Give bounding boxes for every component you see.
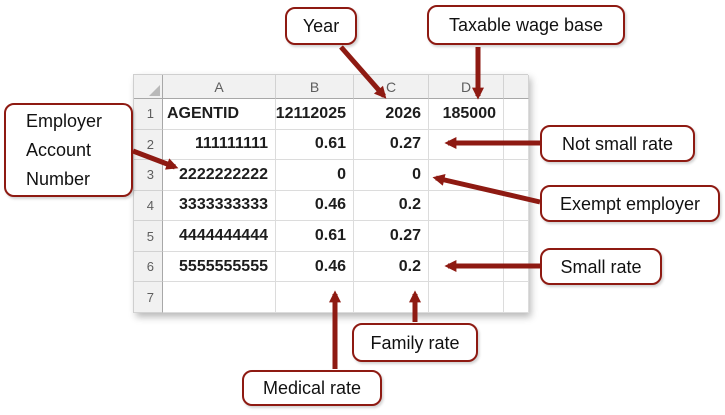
cell-D5[interactable]	[429, 221, 504, 252]
cell-A5[interactable]: 4444444444	[163, 221, 276, 252]
row-header-7[interactable]: 7	[134, 282, 163, 313]
row-header-1[interactable]: 1	[134, 99, 163, 130]
cell-C2[interactable]: 0.27	[354, 129, 429, 161]
cell-C6[interactable]: 0.2	[354, 251, 429, 283]
cell-E4[interactable]	[504, 190, 529, 222]
cell-D1[interactable]: 185000	[429, 99, 504, 130]
cell-B4[interactable]: 0.46	[276, 190, 354, 222]
cell-C3[interactable]: 0	[354, 160, 429, 191]
cell-B6[interactable]: 0.46	[276, 251, 354, 283]
callout-taxable-wage-base: Taxable wage base	[427, 5, 625, 45]
cell-E1[interactable]	[504, 99, 529, 130]
callout-exempt-employer: Exempt employer	[540, 185, 720, 222]
cell-A4[interactable]: 3333333333	[163, 190, 276, 222]
cell-A6[interactable]: 5555555555	[163, 251, 276, 283]
select-all-corner[interactable]	[134, 75, 163, 99]
cell-B1[interactable]: 12112025	[276, 99, 354, 130]
cell-D4[interactable]	[429, 190, 504, 222]
cell-A1[interactable]: AGENTID	[163, 99, 276, 130]
spreadsheet: A B C D 1 AGENTID 12112025 2026 185000 2 111111111…	[133, 74, 529, 313]
cell-E2[interactable]	[504, 129, 529, 161]
cell-D2[interactable]	[429, 129, 504, 161]
callout-employer-account-number: Employer Account Number	[4, 103, 133, 197]
row-header-5[interactable]: 5	[134, 221, 163, 252]
select-all-triangle-icon	[149, 85, 160, 96]
callout-small-rate: Small rate	[540, 248, 662, 285]
column-header-B[interactable]: B	[276, 75, 354, 99]
column-header-C[interactable]: C	[354, 75, 429, 99]
row-header-2[interactable]: 2	[134, 129, 163, 161]
cell-B3[interactable]: 0	[276, 160, 354, 191]
cell-A2[interactable]: 111111111	[163, 129, 276, 161]
cell-C7[interactable]	[354, 282, 429, 313]
cell-B2[interactable]: 0.61	[276, 129, 354, 161]
cell-A3[interactable]: 2222222222	[163, 160, 276, 191]
callout-family-rate: Family rate	[352, 323, 478, 362]
column-header-A[interactable]: A	[163, 75, 276, 99]
row-header-3[interactable]: 3	[134, 160, 163, 191]
cell-A7[interactable]	[163, 282, 276, 313]
cell-E7[interactable]	[504, 282, 529, 313]
cell-E5[interactable]	[504, 221, 529, 252]
column-header-D[interactable]: D	[429, 75, 504, 99]
cell-D3[interactable]	[429, 160, 504, 191]
callout-year: Year	[285, 7, 357, 45]
cell-C4[interactable]: 0.2	[354, 190, 429, 222]
cell-E6[interactable]	[504, 251, 529, 283]
cell-D6[interactable]	[429, 251, 504, 283]
row-header-6[interactable]: 6	[134, 251, 163, 283]
cell-B7[interactable]	[276, 282, 354, 313]
callout-not-small-rate: Not small rate	[540, 125, 695, 162]
column-header-blank[interactable]	[504, 75, 529, 99]
cell-B5[interactable]: 0.61	[276, 221, 354, 252]
cell-D7[interactable]	[429, 282, 504, 313]
cell-C1[interactable]: 2026	[354, 99, 429, 130]
row-header-4[interactable]: 4	[134, 190, 163, 222]
callout-medical-rate: Medical rate	[242, 370, 382, 406]
cell-E3[interactable]	[504, 160, 529, 191]
cell-C5[interactable]: 0.27	[354, 221, 429, 252]
